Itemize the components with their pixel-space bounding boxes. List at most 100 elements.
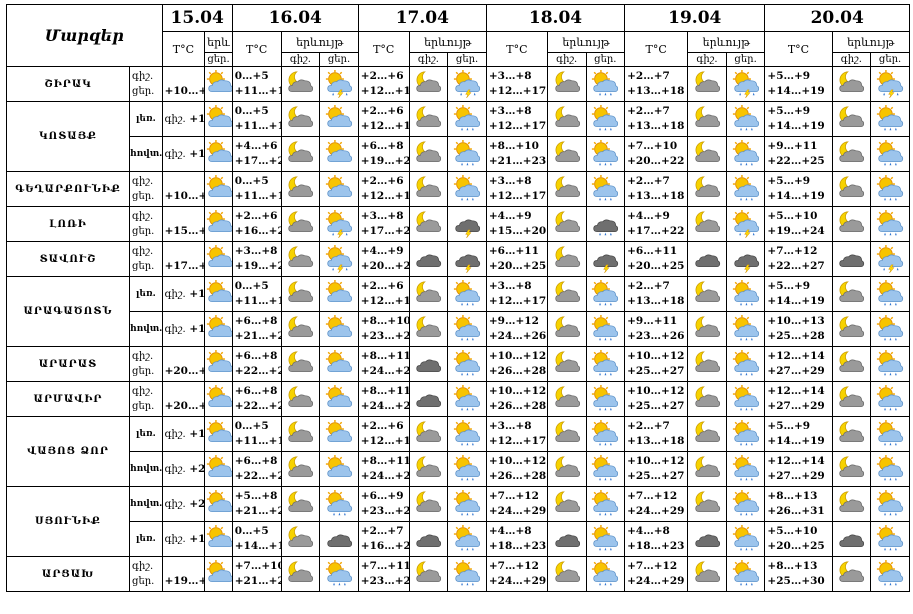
weather-cell bbox=[725, 346, 766, 382]
weather-cell bbox=[687, 521, 727, 557]
day-temp: +19…+24 bbox=[767, 225, 825, 237]
day-temp: +17…+20 bbox=[234, 155, 280, 167]
night-temp: +7…+12 bbox=[488, 490, 539, 502]
night-day-labels: գիշ. ցեր. bbox=[129, 346, 163, 382]
weather-cell bbox=[546, 276, 587, 312]
temp-cell: +2…+6 +12…+17 bbox=[357, 276, 410, 312]
day-temp: +27…+29 bbox=[767, 470, 825, 482]
temp-cell: գիշ. +20…+22 bbox=[161, 451, 206, 487]
temp-cell: +5…+9 +14…+19 bbox=[764, 66, 833, 102]
night-temp: +5…+9 bbox=[767, 420, 811, 432]
sun-storm-icon bbox=[876, 70, 904, 98]
day-temp: +11…+16 bbox=[234, 85, 280, 97]
temp-cell: 0…+5 +11…+16 bbox=[231, 101, 282, 137]
moon-cloud-icon bbox=[839, 491, 865, 513]
sun-cloud-icon bbox=[325, 175, 353, 198]
sun-rain-icon bbox=[732, 420, 759, 446]
night-temp: +7…+12 bbox=[627, 560, 678, 572]
day-temp: +11…+16 bbox=[234, 190, 280, 202]
weather-cell bbox=[831, 346, 872, 382]
night-temp: +6…+8 bbox=[234, 455, 278, 467]
weather-cell bbox=[687, 381, 727, 417]
day-temp: +25…+30 bbox=[767, 575, 825, 587]
moon-cloud-icon bbox=[839, 176, 865, 198]
night-subheader: գիշ. bbox=[831, 52, 872, 67]
day-temp: +13…+18 bbox=[627, 295, 685, 307]
temp-cell: +4…+9 +17…+22 bbox=[624, 206, 689, 242]
date-header: 18.04 bbox=[485, 4, 626, 32]
temp-cell: +19…+23 bbox=[161, 556, 206, 592]
sun-rain-icon bbox=[732, 385, 759, 411]
weather-cell bbox=[280, 136, 321, 172]
weather-cell bbox=[204, 276, 233, 312]
night-temp: +7…+11 bbox=[360, 560, 410, 572]
weather-cell bbox=[546, 416, 587, 452]
moon-cloud-icon bbox=[695, 561, 721, 583]
weather-cell bbox=[280, 171, 321, 207]
table-row: հովտ.գիշ. +18…+20 +6…+8 +21…+23 +8…+10 +23…+… bbox=[7, 311, 910, 347]
weather-cell bbox=[447, 101, 487, 137]
weather-cell bbox=[725, 311, 766, 347]
moon-cloud-icon bbox=[288, 561, 314, 583]
moon-cloud-icon bbox=[416, 211, 442, 233]
temp-cell: +7…+12 +24…+29 bbox=[624, 556, 689, 592]
weather-header: երև bbox=[204, 31, 233, 53]
weather-cell bbox=[408, 136, 449, 172]
day-temp: +13…+18 bbox=[627, 435, 685, 447]
night-temp: +7…+12 bbox=[767, 245, 818, 257]
night-day-labels: գիշ. ցեր. bbox=[129, 241, 163, 277]
sun-cloud-icon bbox=[207, 420, 232, 443]
weather-header: երևույթ bbox=[831, 31, 911, 53]
night-temp: +4…+6 bbox=[234, 140, 278, 152]
temp-cell: +7…+12 +22…+27 bbox=[764, 241, 833, 277]
temp-cell: +3…+8 +17…+22 bbox=[357, 206, 410, 242]
weather-cell bbox=[447, 556, 487, 592]
day-temp: +24…+29 bbox=[488, 505, 547, 517]
sun-rain-icon bbox=[592, 315, 619, 341]
weather-cell bbox=[585, 416, 626, 452]
sun-rain-icon bbox=[453, 420, 481, 446]
day-temp: +12…+17 bbox=[360, 435, 408, 447]
weather-cell bbox=[408, 486, 449, 522]
sun-cloud-icon bbox=[325, 140, 353, 163]
moon-cloud-icon bbox=[288, 526, 314, 548]
weather-cell bbox=[319, 101, 359, 137]
day-temp: +23…+26 bbox=[627, 330, 685, 342]
night-temp: +3…+8 bbox=[488, 420, 532, 432]
day-temp: +18…+23 bbox=[627, 540, 685, 552]
weather-cell bbox=[585, 136, 626, 172]
temp-header: T°C bbox=[485, 31, 548, 67]
temp-cell: +10…+15 bbox=[161, 66, 206, 102]
day-temp: +12…+17 bbox=[488, 295, 547, 307]
sun-storm-icon bbox=[453, 70, 481, 98]
moon-cloud-icon bbox=[288, 106, 314, 128]
weather-cell bbox=[280, 241, 321, 277]
moon-cloud-icon bbox=[555, 281, 580, 303]
dark-cloud-icon bbox=[839, 254, 865, 268]
weather-cell bbox=[408, 521, 449, 557]
sun-cloud-icon bbox=[207, 210, 232, 233]
day-temp: +14…+19 bbox=[767, 85, 825, 97]
region-name: ԳԵՂԱՐՔՈՒՆԻՔ bbox=[5, 171, 131, 207]
sun-rain-icon bbox=[876, 525, 904, 551]
sun-rain-icon bbox=[453, 385, 481, 411]
weather-cell bbox=[831, 136, 872, 172]
weather-cell bbox=[546, 206, 587, 242]
moon-cloud-icon bbox=[288, 211, 314, 233]
weather-cell bbox=[280, 556, 321, 592]
weather-cell bbox=[831, 276, 872, 312]
temp-cell: +3…+8 +12…+17 bbox=[485, 276, 548, 312]
temp-cell: +9…+12 +24…+26 bbox=[485, 311, 548, 347]
moon-cloud-icon bbox=[288, 456, 314, 478]
night-temp: +9…+12 bbox=[488, 315, 539, 327]
region-name: ԼՈՌԻ bbox=[5, 206, 131, 242]
night-temp: +6…+11 bbox=[488, 245, 539, 257]
moon-cloud-icon bbox=[555, 561, 580, 583]
storm-cloud-icon bbox=[733, 254, 759, 273]
night-temp: +4…+9 bbox=[360, 245, 404, 257]
weather-cell bbox=[447, 486, 487, 522]
night-temp: +5…+9 bbox=[767, 280, 811, 292]
